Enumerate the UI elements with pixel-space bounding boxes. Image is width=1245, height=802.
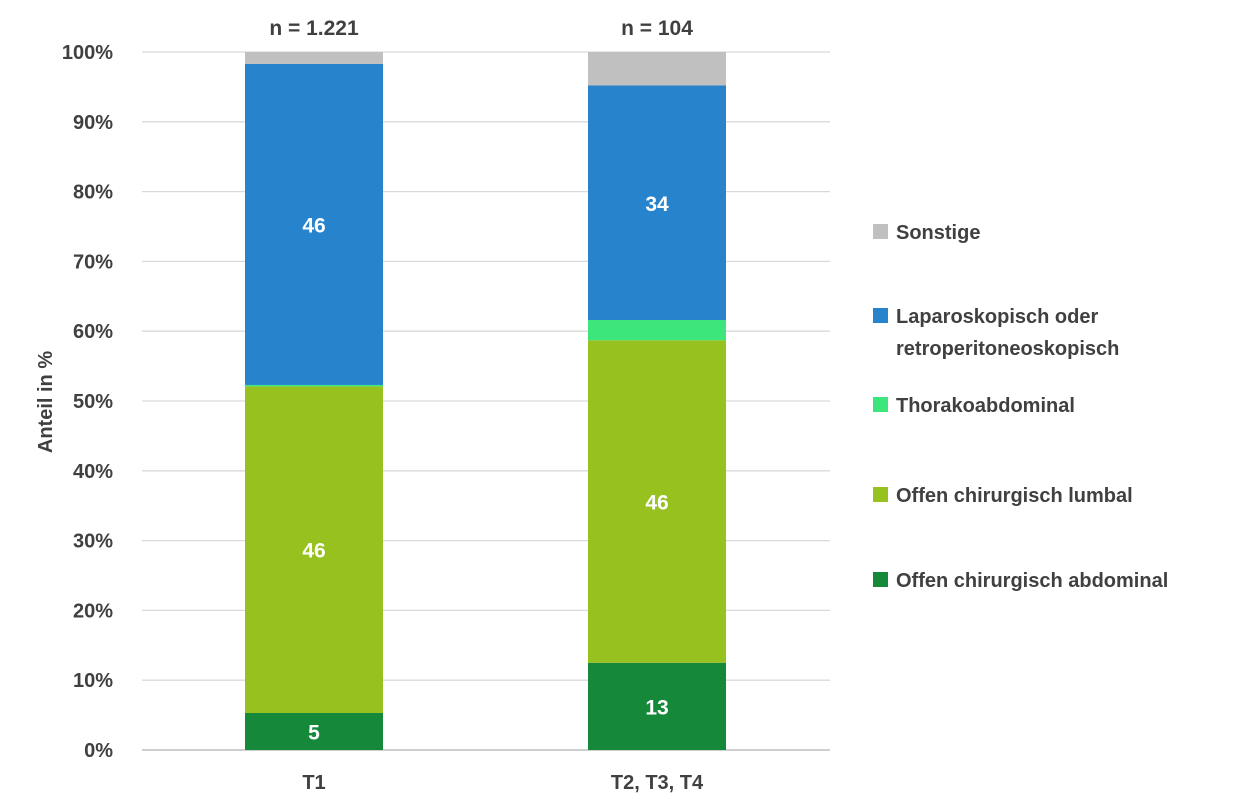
legend-swatch bbox=[873, 308, 888, 323]
y-tick-label: 70% bbox=[73, 251, 113, 273]
legend-swatch bbox=[873, 224, 888, 239]
data-label: 46 bbox=[645, 492, 668, 515]
y-tick-label: 10% bbox=[73, 670, 113, 692]
data-label: 46 bbox=[302, 214, 325, 237]
bar-segment bbox=[245, 52, 383, 64]
sample-size-labels: n = 1.221 n = 104 bbox=[269, 17, 693, 40]
x-tick-label: T1 bbox=[302, 772, 325, 794]
y-tick-label: 30% bbox=[73, 531, 113, 553]
legend-item: Offen chirurgisch lumbal bbox=[873, 485, 1133, 507]
data-label: 34 bbox=[645, 193, 669, 216]
bar-segment bbox=[245, 713, 383, 750]
y-tick-label: 40% bbox=[73, 461, 113, 483]
legend-swatch bbox=[873, 397, 888, 412]
y-tick-label: 60% bbox=[73, 321, 113, 343]
x-tick-label: T2, T3, T4 bbox=[611, 772, 704, 794]
bar-segment bbox=[588, 85, 726, 321]
bar-segment bbox=[245, 384, 383, 387]
legend-item: Thorakoabdominal bbox=[873, 395, 1075, 417]
y-axis-label: Anteil in % bbox=[35, 351, 57, 453]
data-label: 46 bbox=[302, 540, 325, 563]
legend-label: retroperitoneoskopisch bbox=[896, 338, 1119, 360]
data-labels: 5 46 46 13 46 34 bbox=[302, 193, 669, 745]
sample-size-label: n = 104 bbox=[621, 17, 693, 40]
legend-item: Sonstige bbox=[873, 222, 980, 244]
legend: Sonstige Laparoskopisch oder retroperitone… bbox=[873, 222, 1168, 592]
bar-segment bbox=[588, 52, 726, 86]
data-label: 5 bbox=[308, 722, 320, 745]
y-axis-ticks: 0% 10% 20% 30% 40% 50% 60% 70% 80% 90% 100% bbox=[62, 42, 113, 762]
y-tick-label: 50% bbox=[73, 391, 113, 413]
x-axis-ticks: T1 T2, T3, T4 bbox=[302, 772, 704, 794]
y-tick-label: 20% bbox=[73, 600, 113, 622]
legend-label: Laparoskopisch oder bbox=[896, 306, 1098, 328]
sample-size-label: n = 1.221 bbox=[269, 17, 359, 40]
y-tick-label: 80% bbox=[73, 182, 113, 204]
bar-segment bbox=[588, 662, 726, 750]
bar-segment bbox=[245, 386, 383, 714]
legend-item: Laparoskopisch oder retroperitoneoskopisc… bbox=[873, 306, 1119, 360]
legend-label: Thorakoabdominal bbox=[896, 395, 1075, 417]
bar-segment bbox=[245, 63, 383, 385]
legend-item: Offen chirurgisch abdominal bbox=[873, 570, 1168, 592]
y-tick-label: 90% bbox=[73, 112, 113, 134]
legend-label: Offen chirurgisch abdominal bbox=[896, 570, 1168, 592]
legend-swatch bbox=[873, 572, 888, 587]
data-label: 13 bbox=[645, 696, 668, 719]
bars bbox=[245, 52, 726, 750]
legend-swatch bbox=[873, 487, 888, 502]
y-tick-label: 100% bbox=[62, 42, 113, 64]
legend-label: Sonstige bbox=[896, 222, 980, 244]
y-tick-label: 0% bbox=[84, 740, 113, 762]
bar-segment bbox=[588, 320, 726, 341]
legend-label: Offen chirurgisch lumbal bbox=[896, 485, 1133, 507]
bar-segment bbox=[588, 340, 726, 663]
